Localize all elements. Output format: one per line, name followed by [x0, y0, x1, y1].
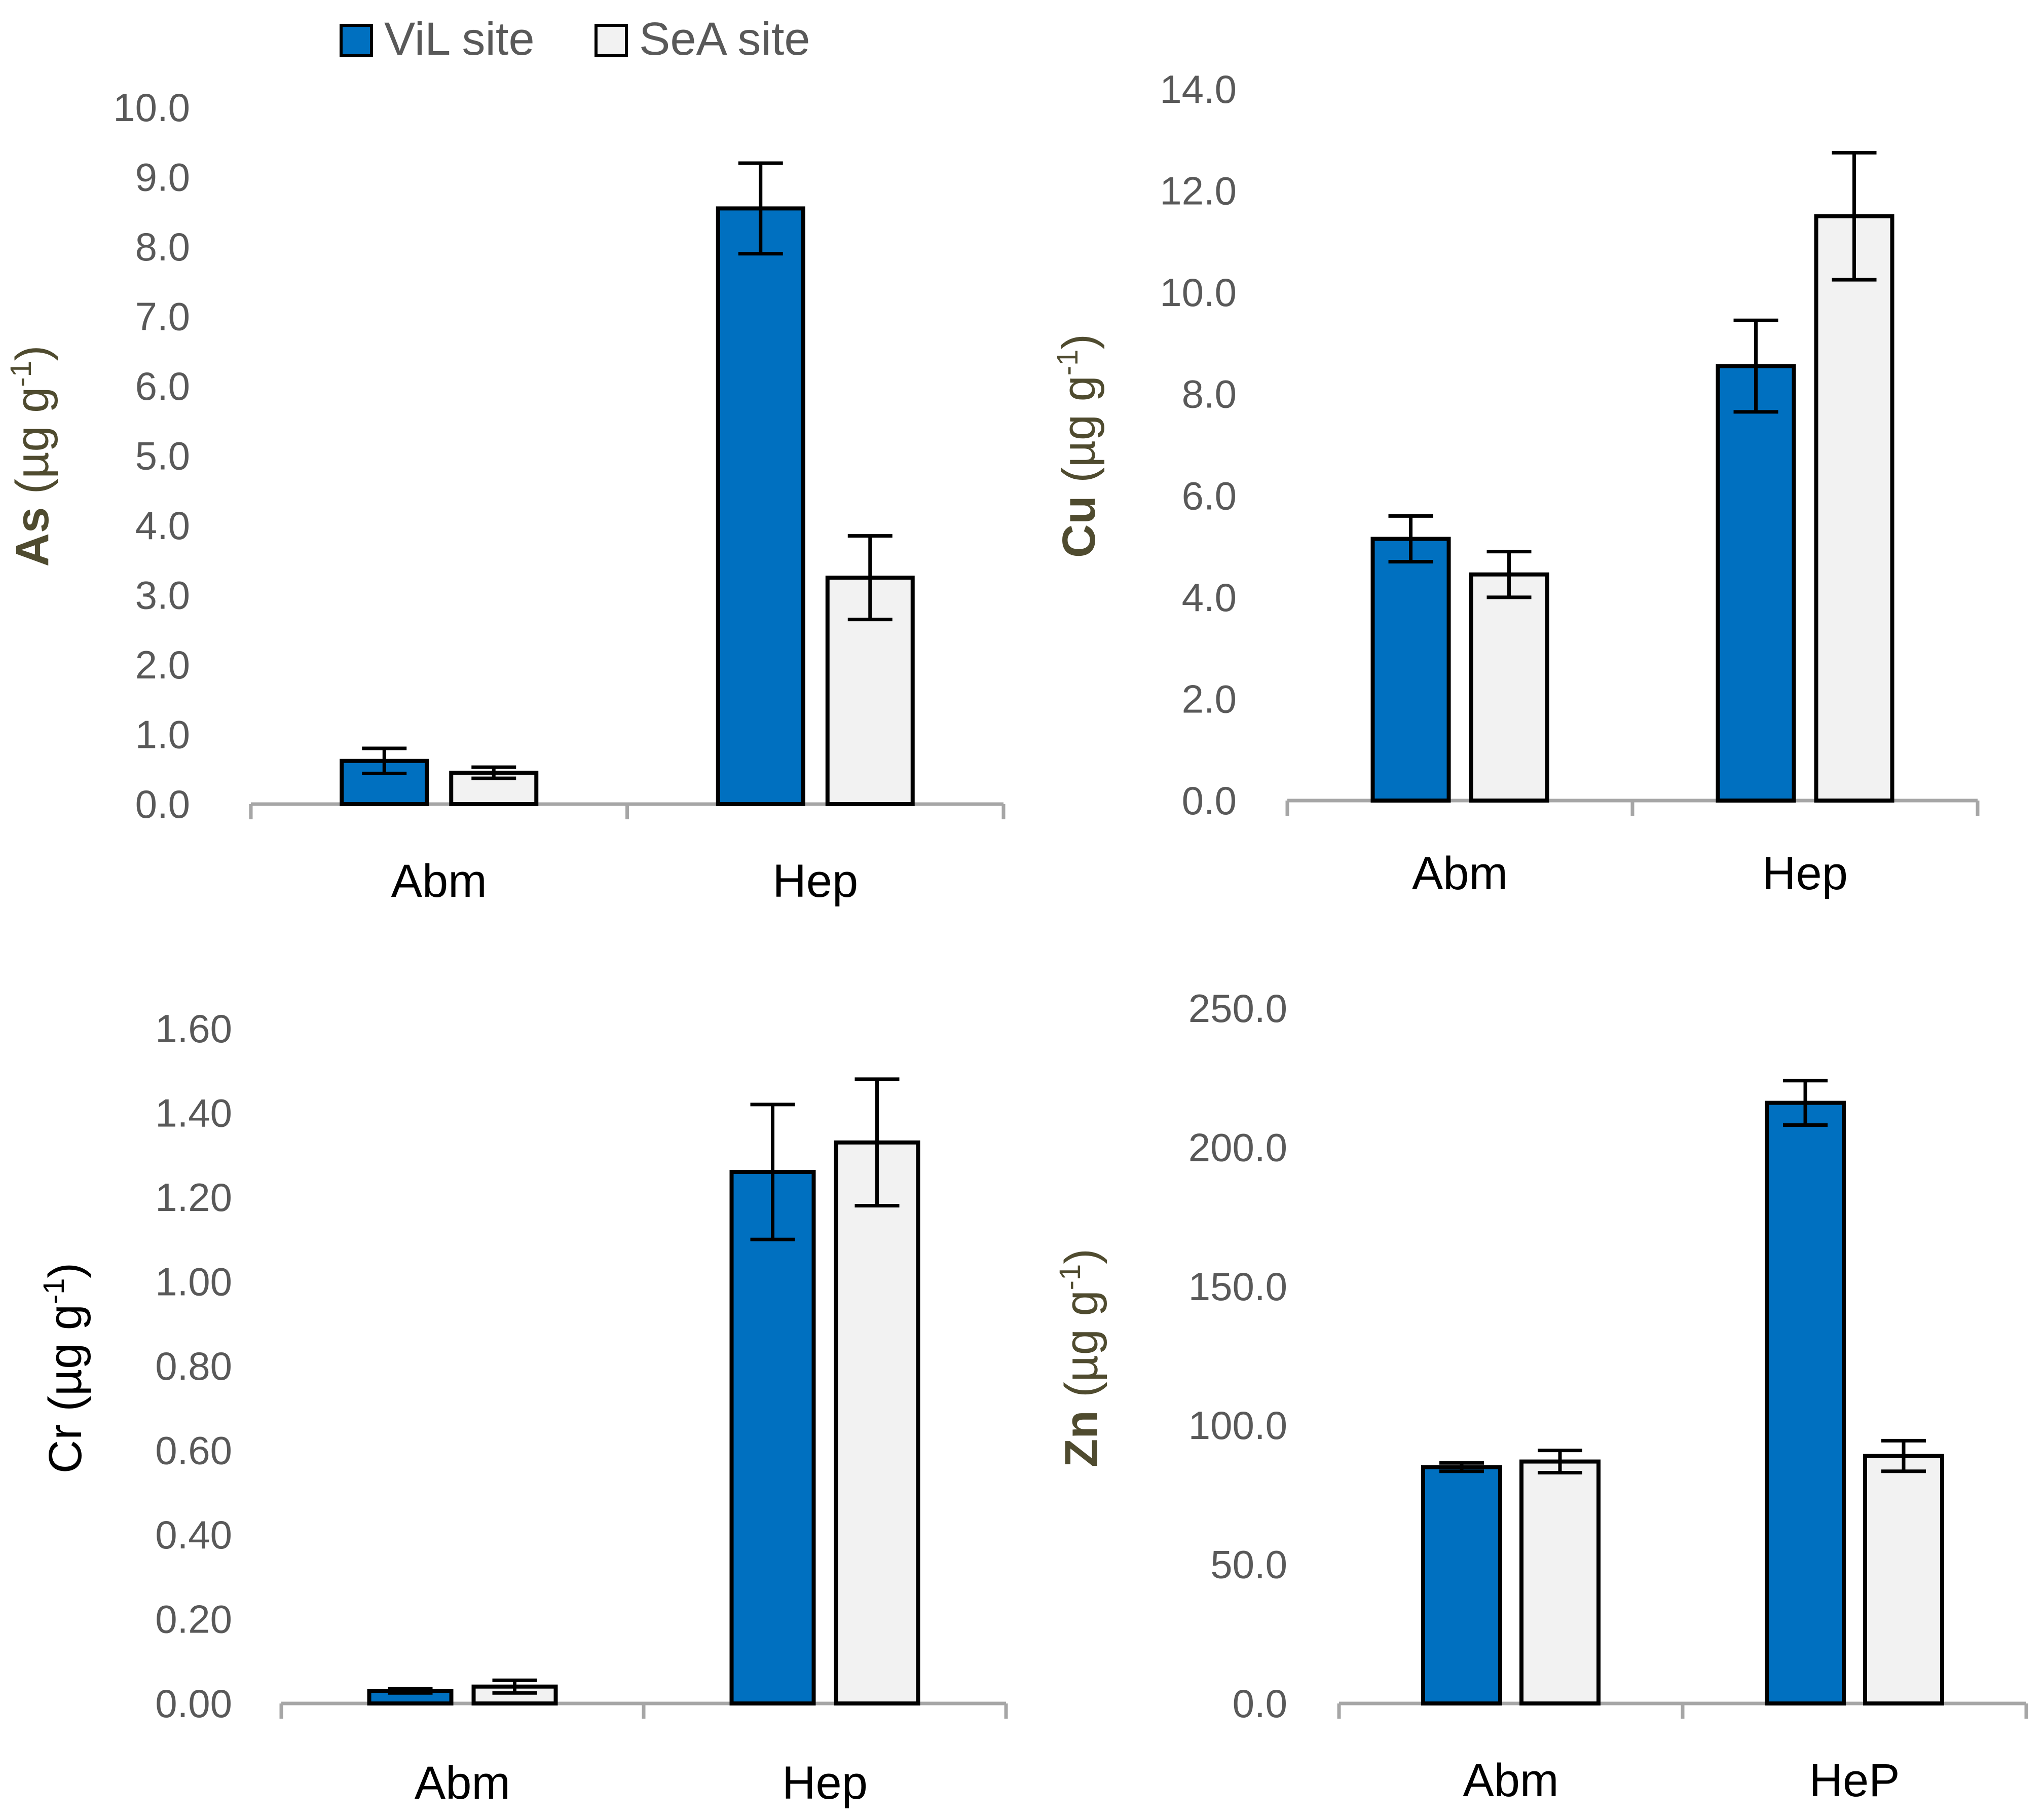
as-ytick-label: 4.0: [135, 503, 190, 548]
cr-ytick-label: 1.00: [155, 1260, 232, 1304]
cu-ytick-label: 4.0: [1182, 575, 1237, 620]
zn-bar-vil-hep: [1765, 1101, 1846, 1705]
cr-ylabel-element: Cr: [40, 1424, 91, 1473]
as-bar-vil-hep: [716, 206, 805, 806]
zn-ytick-label: 100.0: [1188, 1403, 1287, 1448]
legend-label-vil: ViL site: [384, 13, 535, 65]
as-ylabel-element: As: [7, 507, 58, 567]
as-ytick-label: 3.0: [135, 573, 190, 618]
as-ytick-label: 7.0: [135, 294, 190, 339]
zn-bar-sea-abm: [1519, 1459, 1601, 1705]
cr-ytick-label: 0.80: [155, 1344, 232, 1388]
cr-category-label: Hep: [782, 1757, 868, 1809]
cr-ylabel-superscript: -1: [38, 1278, 70, 1304]
cu-ytick-label: 0.0: [1182, 778, 1237, 823]
cu-ytick-label: 14.0: [1160, 67, 1237, 111]
legend-label-sea: SeA site: [639, 13, 810, 65]
cu-ytick-label: 12.0: [1160, 169, 1237, 213]
cr-category-label: Abm: [415, 1757, 510, 1809]
zn-ylabel-superscript: -1: [1054, 1264, 1087, 1291]
as-y-axis-label: As (µg g-1): [5, 346, 58, 567]
cr-ytick-label: 0.40: [155, 1512, 232, 1557]
cr-chart-panel: 0.00 0.20 0.40 0.60 0.80 1.00 1.20 1.40 1.60 Abm H…: [38, 1006, 1008, 1809]
cr-ytick-label: 1.40: [155, 1091, 232, 1135]
zn-ylabel-element: Zn: [1056, 1410, 1107, 1467]
zn-ytick-label: 150.0: [1188, 1264, 1287, 1309]
zn-y-axis-label: Zn (µg g-1): [1054, 1248, 1107, 1467]
as-ytick-label: 5.0: [135, 434, 190, 478]
cu-ylabel-element: Cu: [1053, 496, 1105, 558]
as-ytick-label: 6.0: [135, 364, 190, 408]
cr-bar-vil-hep: [729, 1170, 816, 1705]
zn-ytick-label: 0.0: [1233, 1681, 1287, 1726]
as-ytick-label: 0.0: [135, 782, 190, 826]
cr-ytick-label: 1.60: [155, 1006, 232, 1051]
legend-swatch-vil: [340, 24, 373, 57]
as-ytick-label: 2.0: [135, 642, 190, 687]
as-ytick-label: 9.0: [135, 155, 190, 200]
as-category-label: Abm: [391, 855, 487, 907]
zn-ytick-label: 50.0: [1210, 1542, 1287, 1587]
legend-swatch-sea: [594, 24, 628, 57]
zn-bar-sea-hep: [1863, 1454, 1944, 1706]
cu-ytick-label: 2.0: [1182, 676, 1237, 721]
as-ylabel-close: ): [7, 346, 58, 361]
cu-ylabel-superscript: -1: [1051, 350, 1084, 376]
zn-category-label: HeP: [1809, 1755, 1900, 1806]
cr-ytick-label: 1.20: [155, 1175, 232, 1220]
cr-ytick-label: 0.60: [155, 1428, 232, 1473]
cu-ylabel-close: ): [1053, 334, 1105, 350]
cu-bar-vil-abm: [1370, 537, 1451, 803]
zn-ytick-label: 250.0: [1188, 986, 1287, 1031]
cu-y-axis-label: Cu (µg g-1): [1051, 334, 1105, 558]
cr-ytick-label: 0.00: [155, 1681, 232, 1726]
as-ytick-label: 1.0: [135, 712, 190, 757]
zn-ytick-label: 200.0: [1188, 1125, 1287, 1169]
cu-chart-panel: 0.0 2.0 4.0 6.0 8.0 10.0 12.0 14.0 Abm Hep Cu (µg …: [1051, 67, 1980, 899]
cr-bar-sea-hep: [834, 1140, 920, 1705]
zn-ylabel-close: ): [1056, 1248, 1107, 1264]
cr-ylabel-close: ): [40, 1263, 91, 1278]
as-ylabel-unit: (µg g: [7, 387, 58, 507]
cu-category-label: Hep: [1762, 848, 1848, 899]
zn-category-label: Abm: [1463, 1755, 1558, 1806]
cu-category-label: Abm: [1412, 848, 1508, 899]
as-ylabel-superscript: -1: [5, 361, 38, 387]
cu-ylabel-unit: (µg g: [1053, 375, 1105, 496]
cu-ytick-label: 6.0: [1182, 473, 1237, 518]
cu-bar-vil-hep: [1716, 364, 1796, 803]
zn-chart-panel: 0.0 50.0 100.0 150.0 200.0 250.0 Abm HeP Zn (µg …: [1054, 986, 2028, 1806]
cr-y-axis-label: Cr (µg g-1): [38, 1263, 91, 1473]
cu-bar-sea-abm: [1469, 572, 1549, 803]
cu-ytick-label: 10.0: [1160, 270, 1237, 315]
legend: ViL site SeA site: [340, 13, 810, 65]
cr-ylabel-unit: (µg g: [40, 1304, 91, 1424]
cu-ytick-label: 8.0: [1182, 372, 1237, 416]
as-ytick-label: 10.0: [113, 85, 190, 130]
as-category-label: Hep: [772, 855, 858, 907]
as-chart-panel: 0.0 1.0 2.0 3.0 4.0 5.0 6.0 7.0 8.0 9.0 10.0 Abm Hep…: [5, 85, 1006, 907]
cr-ytick-label: 0.20: [155, 1597, 232, 1642]
zn-bar-vil-abm: [1421, 1465, 1502, 1706]
zn-ylabel-unit: (µg g: [1056, 1290, 1107, 1410]
cu-bar-sea-hep: [1814, 214, 1894, 803]
as-ytick-label: 8.0: [135, 224, 190, 269]
cr-bar-vil-abm: [367, 1689, 454, 1705]
